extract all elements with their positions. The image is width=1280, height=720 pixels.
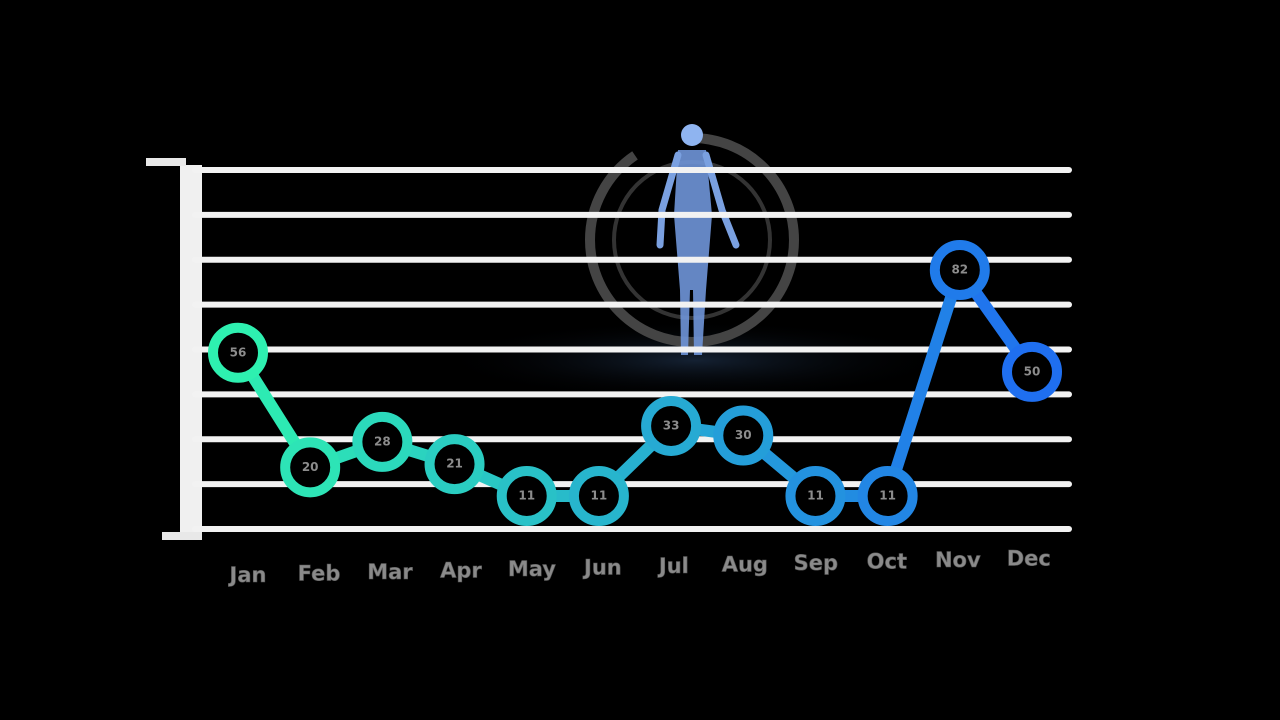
data-point [352,411,413,472]
data-label: 82 [951,263,968,277]
x-tick-label: Mar [367,560,413,584]
data-point [641,395,702,456]
series-segment [881,264,966,502]
x-tick-label: Oct [867,550,907,574]
x-tick-label: Nov [935,548,981,572]
gridline [192,481,1072,488]
data-point [1002,341,1062,402]
data-label: 56 [230,345,247,359]
data-label: 11 [807,488,824,502]
x-tick-label: Apr [440,559,482,583]
x-tick-label: Feb [298,562,341,586]
x-tick-label: May [508,557,556,581]
data-label: 11 [518,488,535,502]
data-point [568,465,629,526]
data-point [785,465,846,526]
data-label: 50 [1024,364,1041,378]
data-point [496,465,557,526]
data-point [424,434,485,495]
data-label: 11 [591,488,608,502]
data-label: 30 [735,428,752,442]
x-tick-label: Jun [582,556,622,580]
data-point [929,240,990,301]
gridline [192,346,1072,353]
gridline [192,167,1072,173]
x-tick-label: Sep [794,551,838,575]
x-tick-label: Dec [1007,547,1051,571]
data-label: 28 [374,434,391,448]
data-point [857,465,918,526]
gridline [192,256,1072,263]
data-point [280,437,341,498]
data-label: 33 [663,418,680,432]
x-tick-label: Aug [722,553,768,577]
data-point [208,322,268,383]
gridline [192,211,1072,218]
data-label: 11 [879,488,896,502]
x-tick-label: Jul [657,554,689,578]
human-figure-icon [435,124,955,400]
data-label: 20 [302,460,319,474]
gridline [192,301,1072,308]
x-tick-label: Jan [228,563,267,587]
gridline [192,391,1072,398]
data-point [713,405,774,466]
gridline [192,526,1072,532]
data-label: 21 [446,457,463,471]
